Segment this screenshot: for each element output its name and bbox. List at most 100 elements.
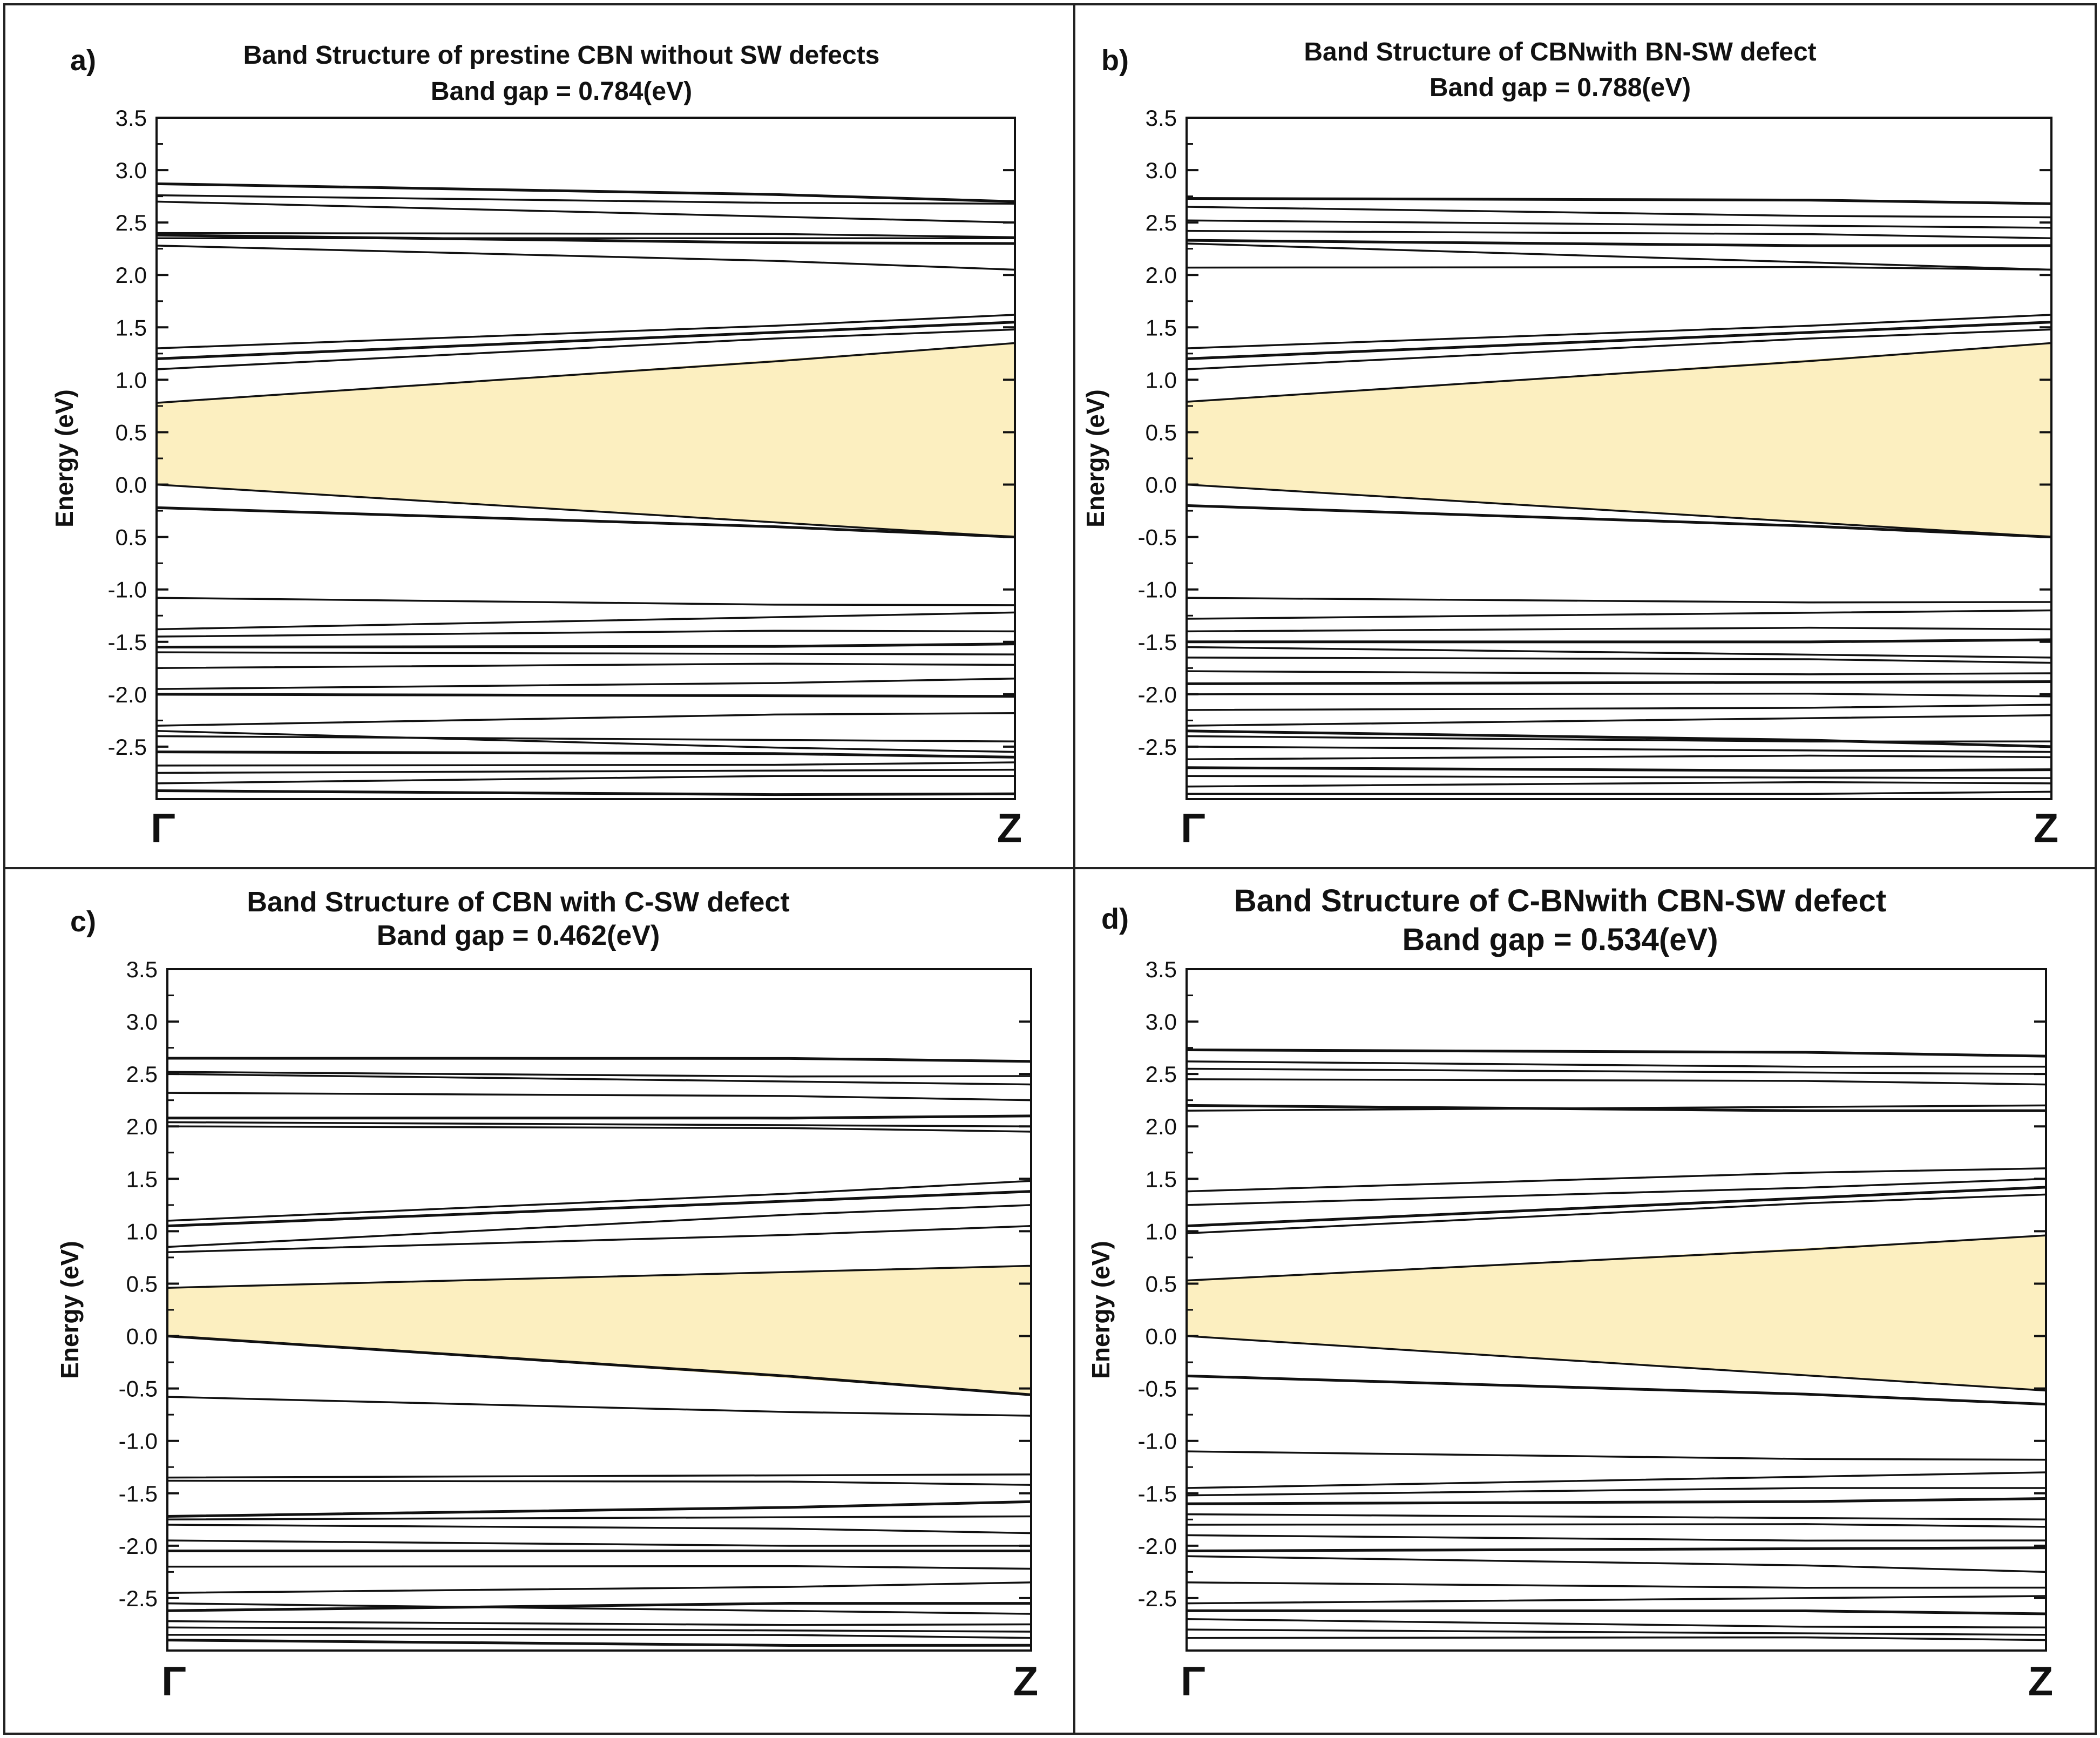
chart-subtitle-a: Band gap = 0.784(eV) (431, 77, 692, 106)
band-line-b-22 (1186, 704, 2052, 711)
y-tick-label-b-8: -0.5 (1138, 525, 1177, 550)
y-tick-label-a-12: -2.5 (108, 734, 147, 760)
y-tick-label-c-3: 2.0 (126, 1114, 158, 1139)
band-line-d-25 (1186, 1618, 2047, 1629)
y-tick-label-c-10: -1.5 (119, 1481, 158, 1506)
y-tick-label-d-11: -2.0 (1138, 1533, 1177, 1559)
y-tick-label-c-12: -2.5 (119, 1586, 158, 1611)
band-line-d-20 (1186, 1546, 2047, 1553)
band-line-a-27 (156, 775, 1015, 785)
band-line-a-17 (156, 651, 1015, 655)
band-line-a-23 (156, 735, 1015, 742)
band-line-b-18 (1186, 657, 2052, 664)
band-line-c-28 (167, 1639, 1032, 1647)
band-line-b-26 (1186, 746, 2052, 753)
panel-label-c: c) (70, 905, 96, 938)
band-line-d-11 (1186, 1335, 2047, 1392)
x-tick-label-c-z: Z (1013, 1659, 1038, 1705)
y-tick-label-d-8: -0.5 (1138, 1376, 1177, 1402)
band-line-d-7 (1186, 1178, 2047, 1206)
panel-c: 3.5 3.0 2.5 2.0 1.5 1.0 0.5 0.0 -0.5 -1.0 -1.5 -2.0… (56, 887, 1038, 1705)
y-tick-label-d-0: 3.5 (1146, 957, 1177, 982)
band-line-d-2 (1186, 1067, 2047, 1075)
band-line-b-15 (1186, 626, 2052, 633)
y-tick-label-c-9: -1.0 (119, 1429, 158, 1454)
band-line-b-28 (1186, 766, 2052, 772)
band-line-d-6 (1186, 1167, 2047, 1193)
band-line-a-1 (156, 194, 1015, 205)
band-line-a-8 (156, 321, 1015, 361)
band-line-c-5 (167, 1121, 1032, 1127)
gap-region-b (1187, 343, 2051, 537)
band-line-a-13 (156, 597, 1015, 606)
panel-label-b: b) (1101, 44, 1129, 77)
y-tick-label-c-2: 2.5 (126, 1061, 158, 1087)
y-tick-label-b-6: 0.5 (1146, 420, 1177, 445)
band-line-c-21 (167, 1565, 1032, 1570)
band-line-b-23 (1186, 714, 2052, 727)
chart-subtitle-c: Band gap = 0.462(eV) (377, 920, 660, 951)
band-line-d-3 (1186, 1078, 2047, 1086)
band-line-d-24 (1186, 1609, 2047, 1615)
y-tick-label-a-5: 1.0 (116, 367, 147, 393)
band-line-d-16 (1186, 1497, 2047, 1505)
y-tick-label-b-0: 3.5 (1146, 105, 1177, 131)
y-tick-label-d-7: 0.0 (1146, 1324, 1177, 1349)
band-line-b-6 (1186, 266, 2052, 271)
chart-title-a: Band Structure of prestine CBN without S… (243, 41, 880, 70)
y-tick-label-b-4: 1.5 (1146, 315, 1177, 340)
y-tick-label-c-1: 3.0 (126, 1009, 158, 1034)
band-line-c-7 (167, 1180, 1032, 1222)
gap-region-c (167, 1266, 1031, 1395)
y-tick-label-b-2: 2.5 (1146, 210, 1177, 235)
band-line-c-9 (167, 1204, 1032, 1248)
band-line-a-25 (156, 761, 1015, 767)
y-axis-label-a: Energy (eV) (50, 389, 78, 528)
band-line-a-14 (156, 611, 1015, 631)
band-line-d-8 (1186, 1186, 2047, 1228)
y-tick-label-d-9: -1.0 (1138, 1429, 1177, 1454)
band-line-a-28 (156, 789, 1015, 796)
y-tick-label-b-11: -2.0 (1138, 682, 1177, 707)
band-line-c-8 (167, 1190, 1032, 1228)
y-tick-label-d-4: 1.5 (1146, 1166, 1177, 1192)
chart-subtitle-b: Band gap = 0.788(eV) (1430, 73, 1691, 102)
y-tick-label-a-2: 2.5 (116, 210, 147, 235)
band-line-b-3 (1186, 229, 2052, 240)
band-line-d-18 (1186, 1523, 2047, 1528)
band-line-b-8 (1186, 321, 2052, 361)
band-line-c-23 (167, 1602, 1032, 1615)
chart-subtitle-d: Band gap = 0.534(eV) (1402, 922, 1718, 957)
y-tick-label-d-10: -1.5 (1138, 1481, 1177, 1506)
x-tick-label-d-z: Z (2028, 1659, 2053, 1705)
y-tick-label-a-3: 2.0 (116, 262, 147, 288)
band-line-c-24 (167, 1602, 1032, 1612)
band-line-b-13 (1186, 597, 2052, 604)
band-line-c-13 (167, 1396, 1032, 1417)
band-line-b-1 (1186, 206, 2052, 219)
y-tick-label-d-5: 1.0 (1146, 1219, 1177, 1244)
band-line-b-4 (1186, 239, 2052, 247)
band-line-b-19 (1186, 670, 2052, 675)
band-line-d-1 (1186, 1060, 2047, 1068)
y-tick-label-b-5: 1.0 (1146, 367, 1177, 393)
y-tick-label-c-4: 1.5 (126, 1166, 158, 1192)
y-tick-label-c-8: -0.5 (119, 1376, 158, 1402)
band-line-a-2 (156, 200, 1015, 224)
x-tick-label-b-z: Z (2034, 806, 2058, 851)
band-line-d-14 (1186, 1471, 2047, 1489)
band-line-c-25 (167, 1620, 1032, 1626)
band-line-c-6 (167, 1125, 1032, 1133)
band-line-d-17 (1186, 1513, 2047, 1521)
band-line-a-3 (156, 232, 1015, 239)
band-line-a-18 (156, 662, 1015, 669)
band-line-c-17 (167, 1515, 1032, 1521)
y-tick-label-b-1: 3.0 (1146, 158, 1177, 183)
y-tick-label-d-12: -2.5 (1138, 1586, 1177, 1611)
band-line-a-11 (156, 483, 1015, 538)
y-tick-label-c-0: 3.5 (126, 957, 158, 982)
band-line-b-2 (1186, 219, 2052, 229)
band-line-c-14 (167, 1473, 1032, 1479)
band-line-c-11 (167, 1264, 1032, 1289)
